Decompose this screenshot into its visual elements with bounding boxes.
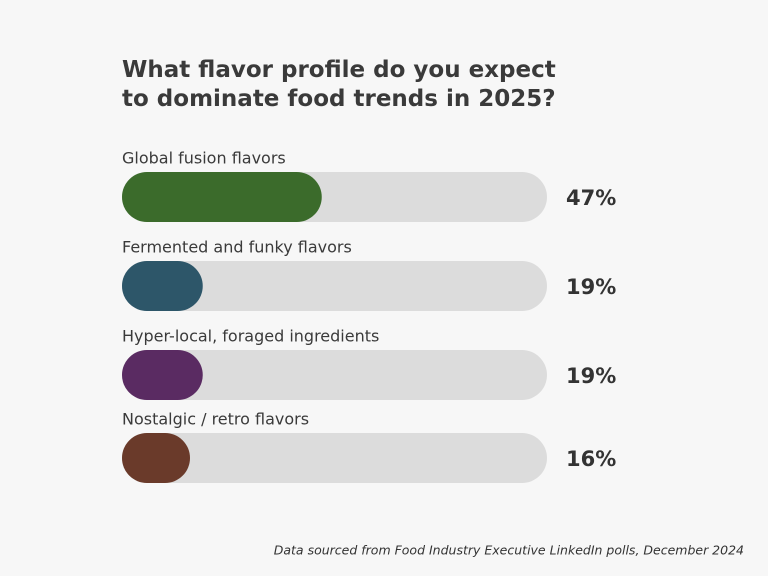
bar: [122, 350, 203, 400]
bar: [122, 261, 203, 311]
category-label: Global fusion flavors: [122, 149, 286, 168]
bar: [122, 433, 190, 483]
bar-track: [122, 350, 547, 400]
value-label: 47%: [566, 186, 616, 210]
value-label: 16%: [566, 447, 616, 471]
chart-title: What flavor profile do you expect to dom…: [122, 57, 556, 112]
category-label: Hyper-local, foraged ingredients: [122, 327, 379, 346]
bar-track: [122, 261, 547, 311]
source-note: Data sourced from Food Industry Executiv…: [274, 543, 744, 558]
bar-track: [122, 433, 547, 483]
value-label: 19%: [566, 364, 616, 388]
category-label: Nostalgic / retro flavors: [122, 410, 309, 429]
bar: [122, 172, 322, 222]
value-label: 19%: [566, 275, 616, 299]
category-label: Fermented and funky flavors: [122, 238, 352, 257]
